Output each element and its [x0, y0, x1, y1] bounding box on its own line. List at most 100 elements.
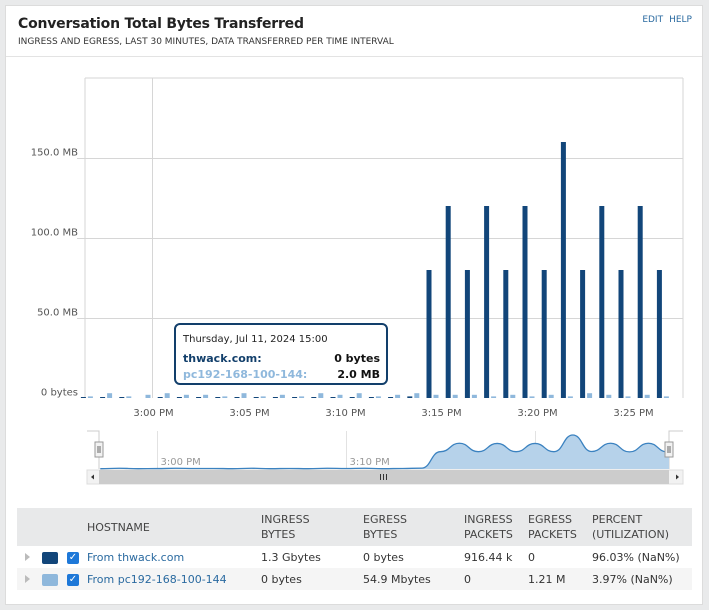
bar-thwack [560, 142, 566, 398]
bar-pc192 [491, 396, 497, 398]
bar-thwack [503, 270, 509, 398]
header-ingress-packets[interactable]: INGRESS PACKETS [460, 508, 524, 546]
bar-pc192 [567, 396, 573, 398]
header-divider [6, 56, 702, 57]
bar-thwack [407, 396, 413, 398]
ingress-packets: 0 [460, 568, 524, 590]
widget-panel: Conversation Total Bytes Transferred ING… [5, 5, 703, 605]
hostname-link[interactable]: From thwack.com [87, 550, 185, 564]
bar-pc192 [625, 396, 631, 398]
help-link[interactable]: HELP [669, 15, 692, 25]
bar-pc192 [203, 394, 209, 398]
header-egress-bytes[interactable]: EGRESS BYTES [359, 508, 460, 546]
widget-subtitle: INGRESS AND EGRESS, LAST 30 MINUTES, DAT… [18, 37, 394, 47]
header-ingress-bytes[interactable]: INGRESS BYTES [257, 508, 359, 546]
navigator-right-handle[interactable] [664, 441, 674, 458]
y-tick-label: 0 bytes [41, 388, 78, 399]
bar-pc192 [606, 394, 612, 398]
bar-thwack [157, 397, 163, 398]
row-controls: ✓ [17, 546, 83, 568]
header-percent[interactable]: PERCENT (UTILIZATION) [588, 508, 692, 546]
bar-thwack [196, 397, 202, 398]
egress-packets: 0 [528, 550, 535, 564]
bar-thwack [100, 397, 106, 398]
bar-thwack [388, 397, 394, 398]
bar-thwack [349, 397, 355, 398]
x-tick-label: 3:15 PM [421, 408, 461, 419]
x-tick-label: 3:10 PM [325, 408, 365, 419]
navigator-tick-label: 3:10 PM [350, 457, 390, 468]
header-egress-packets[interactable]: EGRESS PACKETS [524, 508, 588, 546]
bar-pc192 [644, 394, 650, 398]
bar-pc192 [395, 394, 401, 398]
table-header-row: HOSTNAME INGRESS BYTES EGRESS BYTES INGRES… [17, 508, 692, 546]
tooltip-date: Thursday, Jul 11, 2024 15:00 [183, 334, 328, 345]
widget-title: Conversation Total Bytes Transferred [18, 16, 304, 32]
egress-packets: 1.21 M [524, 568, 588, 590]
x-tick-label: 3:05 PM [229, 408, 269, 419]
tooltip-name: thwack.com: [183, 352, 262, 365]
scroll-right-arrow-icon[interactable] [676, 474, 679, 480]
bar-thwack [311, 397, 317, 398]
bar-thwack [522, 206, 528, 398]
series-color-swatch [41, 551, 58, 564]
header-hostname[interactable]: HOSTNAME [83, 508, 257, 546]
hostname-link[interactable]: From pc192-168-100-144 [83, 568, 257, 590]
row-controls: ✓ [17, 568, 83, 590]
bar-chart: 0 bytes 50.0 MB 100.0 MB 150.0 MB 3:00 PM 3:0… [31, 77, 684, 485]
chart-tooltip: Thursday, Jul 11, 2024 15:00 thwack.com:… [174, 323, 388, 385]
bar-pc192 [222, 396, 228, 398]
bar-thwack [215, 397, 221, 398]
bar-thwack [80, 397, 86, 398]
table-row: ✓ From pc192-168-100-144 0 bytes 54.9 Mb… [17, 568, 692, 590]
bar-thwack [368, 397, 374, 398]
bar-thwack [234, 397, 240, 398]
expand-icon[interactable] [25, 552, 30, 561]
x-tick-label: 3:20 PM [517, 408, 557, 419]
conversation-table: HOSTNAME INGRESS BYTES EGRESS BYTES INGRES… [17, 508, 692, 590]
tooltip-row-pc: pc192-168-100-144: 2.0 MB [183, 368, 380, 381]
bar-pc192 [452, 394, 458, 398]
tooltip-name: pc192-168-100-144: [183, 368, 308, 381]
percent-utilization: 96.03% (NaN%) [592, 550, 680, 564]
bar-thwack [292, 397, 298, 398]
ingress-bytes: 0 bytes [257, 568, 359, 590]
scroll-left-arrow-icon[interactable] [91, 474, 94, 480]
navigator-tick-label: 3:00 PM [161, 457, 201, 468]
bar-pc192 [299, 396, 305, 398]
navigator-line [100, 434, 669, 470]
navigator-left-handle[interactable] [94, 441, 104, 458]
bar-thwack [464, 270, 470, 398]
header-links: EDIT HELP [636, 15, 692, 25]
bar-pc192 [241, 393, 247, 398]
bar-thwack [272, 397, 278, 398]
tooltip-value: 2.0 MB [337, 368, 380, 381]
handle-body [94, 441, 104, 458]
bar-pc192 [87, 396, 93, 398]
bar-pc192 [375, 396, 381, 398]
series-checkbox[interactable]: ✓ [67, 573, 79, 586]
bar-pc192 [510, 394, 516, 398]
bar-thwack [119, 397, 125, 398]
bar-pc192 [663, 396, 669, 398]
bar-pc192 [164, 393, 170, 398]
handle-body [664, 441, 674, 458]
bar-pc192 [356, 393, 362, 398]
bar-pc192 [279, 394, 285, 398]
bar-thwack [599, 206, 605, 398]
edit-link[interactable]: EDIT [642, 15, 664, 25]
expand-icon[interactable] [25, 574, 30, 583]
x-tick-label: 3:25 PM [613, 408, 653, 419]
bar-thwack [580, 270, 586, 398]
series-color-swatch [41, 573, 58, 586]
bar-pc192 [548, 394, 554, 398]
percent-utilization: 3.97% (NaN%) [588, 568, 692, 590]
tooltip-row-thwack: thwack.com: 0 bytes [183, 352, 380, 365]
tooltip-value: 0 bytes [334, 352, 380, 365]
series-checkbox[interactable]: ✓ [67, 551, 79, 564]
bar-thwack [445, 206, 451, 398]
bar-thwack [656, 270, 662, 398]
bar-pc192 [260, 396, 266, 398]
bar-thwack [176, 397, 182, 398]
egress-bytes: 54.9 Mbytes [359, 568, 460, 590]
